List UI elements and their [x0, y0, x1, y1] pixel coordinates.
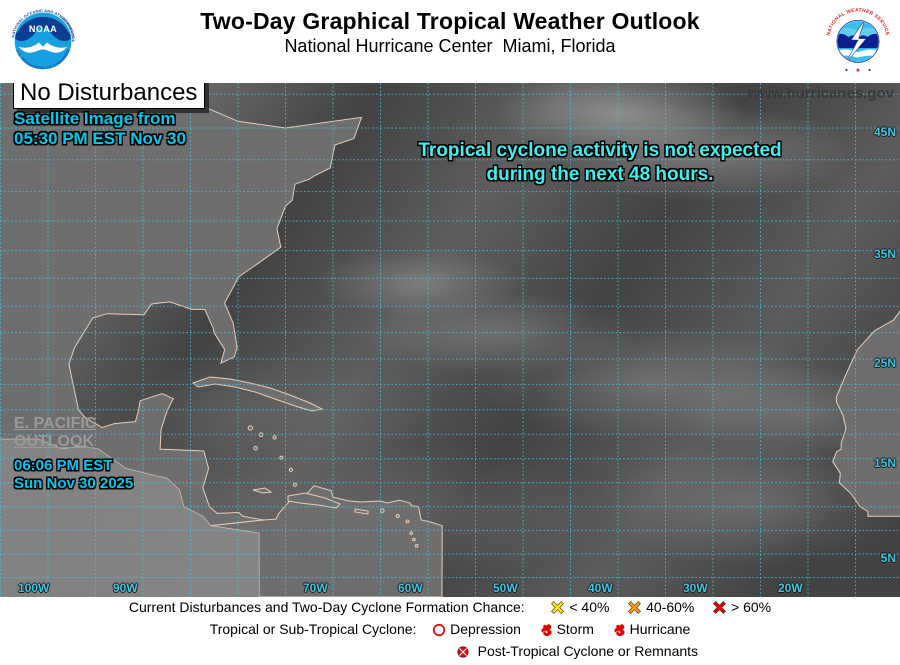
- svg-text:NOAA: NOAA: [29, 24, 57, 34]
- svg-text:★: ★: [855, 67, 860, 74]
